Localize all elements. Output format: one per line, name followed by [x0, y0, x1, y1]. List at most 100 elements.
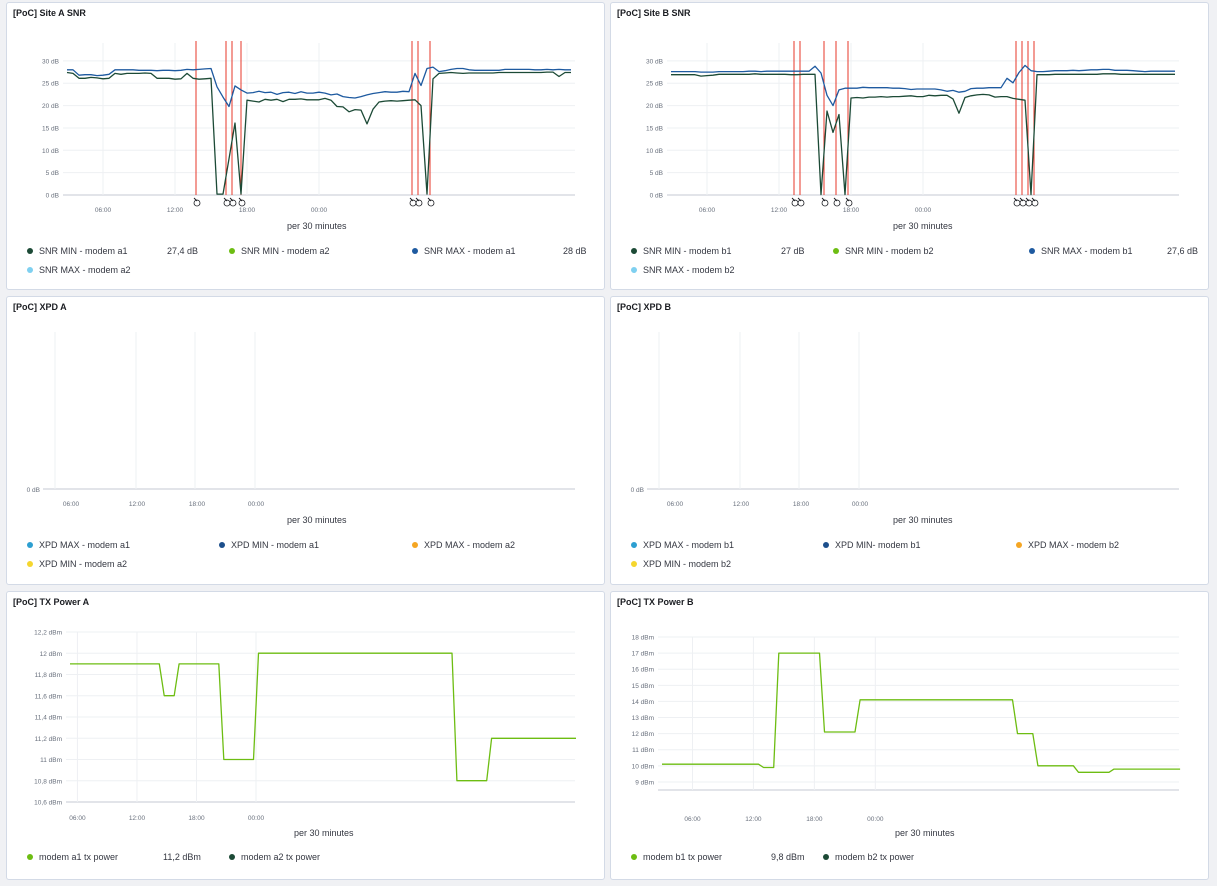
panel-title: [PoC] XPD B [617, 302, 671, 312]
x-tick-label: 12:00 [129, 815, 146, 822]
panel-tx-b: [PoC] TX Power B 9 dBm 10 dBm 11 dBm 12 dBm… [610, 591, 1209, 880]
y-tick-label: 10 dBm [632, 763, 654, 770]
annotation-marker-icon[interactable] [797, 199, 805, 207]
x-axis-title: per 30 minutes [895, 828, 955, 838]
legend-label: SNR MAX - modem a2 [39, 265, 131, 275]
series-line-modem-b1-tx-power[interactable] [662, 652, 1181, 773]
y-tick-label: 5 dB [46, 170, 59, 177]
annotation-marker-icon[interactable] [229, 199, 237, 207]
x-tick-label: 18:00 [239, 207, 256, 214]
x-tick-label: 06:00 [699, 207, 716, 214]
y-tick-label: 20 dB [646, 103, 663, 110]
legend-label: SNR MIN - modem a2 [241, 246, 330, 256]
series-line-snr-max-modem-a1[interactable] [67, 66, 571, 108]
x-tick-label: 00:00 [248, 815, 265, 822]
panel-xpd-a: [PoC] XPD A 0 dB 06:00 12:00 18:00 00:00 per… [6, 296, 605, 585]
series-line-snr-max-modem-b1[interactable] [671, 64, 1175, 107]
series-line-modem-a1-tx-power[interactable] [70, 652, 576, 782]
annotation-marker-icon[interactable] [821, 199, 829, 207]
legend-label: modem a2 tx power [241, 852, 321, 862]
y-tick-label: 17 dBm [632, 651, 654, 658]
series-line-snr-min-modem-b1[interactable] [671, 73, 1175, 196]
y-tick-label: 14 dBm [632, 699, 654, 706]
y-tick-label: 25 dB [42, 81, 59, 88]
panel-xpd-b: [PoC] XPD B 0 dB 06:00 12:00 18:00 00:00 per… [610, 296, 1209, 585]
y-tick-label: 13 dBm [632, 715, 654, 722]
y-tick-label: 12,2 dBm [34, 630, 62, 637]
legend-label: modem a1 tx power [39, 852, 119, 862]
annotation-marker-icon[interactable] [193, 199, 201, 207]
y-tick-label: 18 dBm [632, 635, 654, 642]
y-tick-label: 0 dB [27, 487, 40, 494]
x-tick-label: 00:00 [852, 501, 869, 508]
panel-title: [PoC] TX Power A [13, 597, 90, 607]
tx-a-chart: 10,6 dBm 10,8 dBm 11 dBm 11,2 dBm 11,4 dBm 11… [34, 630, 576, 822]
y-tick-label: 25 dB [646, 81, 663, 88]
legend-color-dot-icon [27, 542, 33, 548]
x-tick-label: 00:00 [248, 501, 265, 508]
legend-color-dot-icon [412, 542, 418, 548]
legend-color-dot-icon [833, 248, 839, 254]
legend-label: SNR MAX - modem b2 [643, 265, 735, 275]
annotation-marker-tick [238, 197, 243, 202]
legend-color-dot-icon [631, 561, 637, 567]
x-axis-title: per 30 minutes [893, 221, 953, 231]
y-tick-label: 0 dB [631, 487, 644, 494]
annotation-marker-icon[interactable] [427, 199, 435, 207]
x-tick-label: 06:00 [69, 815, 86, 822]
legend-value: 9,8 dBm [771, 852, 805, 862]
legend-color-dot-icon [1016, 542, 1022, 548]
annotation-marker-icon[interactable] [833, 199, 841, 207]
x-axis-title: per 30 minutes [294, 828, 354, 838]
legend-color-dot-icon [27, 561, 33, 567]
legend-label: XPD MAX - modem b2 [1028, 540, 1120, 550]
panel-title: [PoC] Site B SNR [617, 8, 691, 18]
y-tick-label: 15 dB [646, 125, 663, 132]
x-tick-label: 00:00 [311, 207, 328, 214]
annotation-marker-icon[interactable] [1031, 199, 1039, 207]
legend-label: XPD MIN- modem b1 [835, 540, 921, 550]
annotation-marker-tick [1031, 197, 1036, 202]
legend-label: XPD MIN - modem a2 [39, 559, 128, 569]
x-tick-label: 18:00 [806, 816, 823, 823]
xpd-b-chart: 0 dB 06:00 12:00 18:00 00:00 [631, 332, 1179, 508]
annotation-marker-tick [193, 197, 198, 202]
y-tick-label: 10,6 dBm [34, 800, 62, 807]
legend-label: SNR MIN - modem b2 [845, 246, 934, 256]
legend-value: 27 dB [781, 246, 805, 256]
legend-label: modem b2 tx power [835, 852, 915, 862]
x-tick-label: 12:00 [745, 816, 762, 823]
panel-snr-b: [PoC] Site B SNR 0 dB 5 dB 10 dB 15 dB 20 dB… [610, 2, 1209, 290]
y-tick-label: 11 dBm [632, 747, 654, 754]
annotation-marker-icon[interactable] [845, 199, 853, 207]
y-tick-label: 10 dB [42, 148, 59, 155]
annotation-marker-icon[interactable] [415, 199, 423, 207]
legend-color-dot-icon [219, 542, 225, 548]
x-axis-title: per 30 minutes [893, 515, 953, 525]
snr-a-chart: 0 dB 5 dB 10 dB 15 dB 20 dB 25 dB 30 dB 06:00 12… [42, 41, 575, 214]
legend-label: XPD MIN - modem b2 [643, 559, 732, 569]
legend-value: 27,4 dB [167, 246, 199, 256]
legend-color-dot-icon [229, 248, 235, 254]
legend-value: 11,2 dBm [163, 852, 201, 862]
annotation-marker-icon[interactable] [238, 199, 246, 207]
legend-label: modem b1 tx power [643, 852, 723, 862]
x-tick-label: 00:00 [867, 816, 884, 823]
panel-tx-a: [PoC] TX Power A 10,6 dBm 10,8 dBm 11 dBm 1… [6, 591, 605, 880]
x-tick-label: 06:00 [667, 501, 684, 508]
x-tick-label: 18:00 [189, 501, 206, 508]
xpd-a-chart: 0 dB 06:00 12:00 18:00 00:00 [27, 332, 575, 508]
legend-label: XPD MAX - modem a2 [424, 540, 516, 550]
legend-color-dot-icon [1029, 248, 1035, 254]
legend-label: SNR MAX - modem a1 [424, 246, 516, 256]
y-tick-label: 30 dB [646, 58, 663, 65]
snr-b-chart: 0 dB 5 dB 10 dB 15 dB 20 dB 25 dB 30 dB 06:00 12… [646, 41, 1179, 214]
legend-color-dot-icon [631, 542, 637, 548]
annotation-marker-tick [797, 197, 802, 202]
y-tick-label: 12 dBm [40, 651, 62, 658]
x-tick-label: 12:00 [167, 207, 184, 214]
legend-color-dot-icon [823, 854, 829, 860]
series-line-snr-min-modem-a1[interactable] [66, 71, 571, 195]
x-tick-label: 12:00 [771, 207, 788, 214]
annotation-marker-tick [791, 197, 796, 202]
